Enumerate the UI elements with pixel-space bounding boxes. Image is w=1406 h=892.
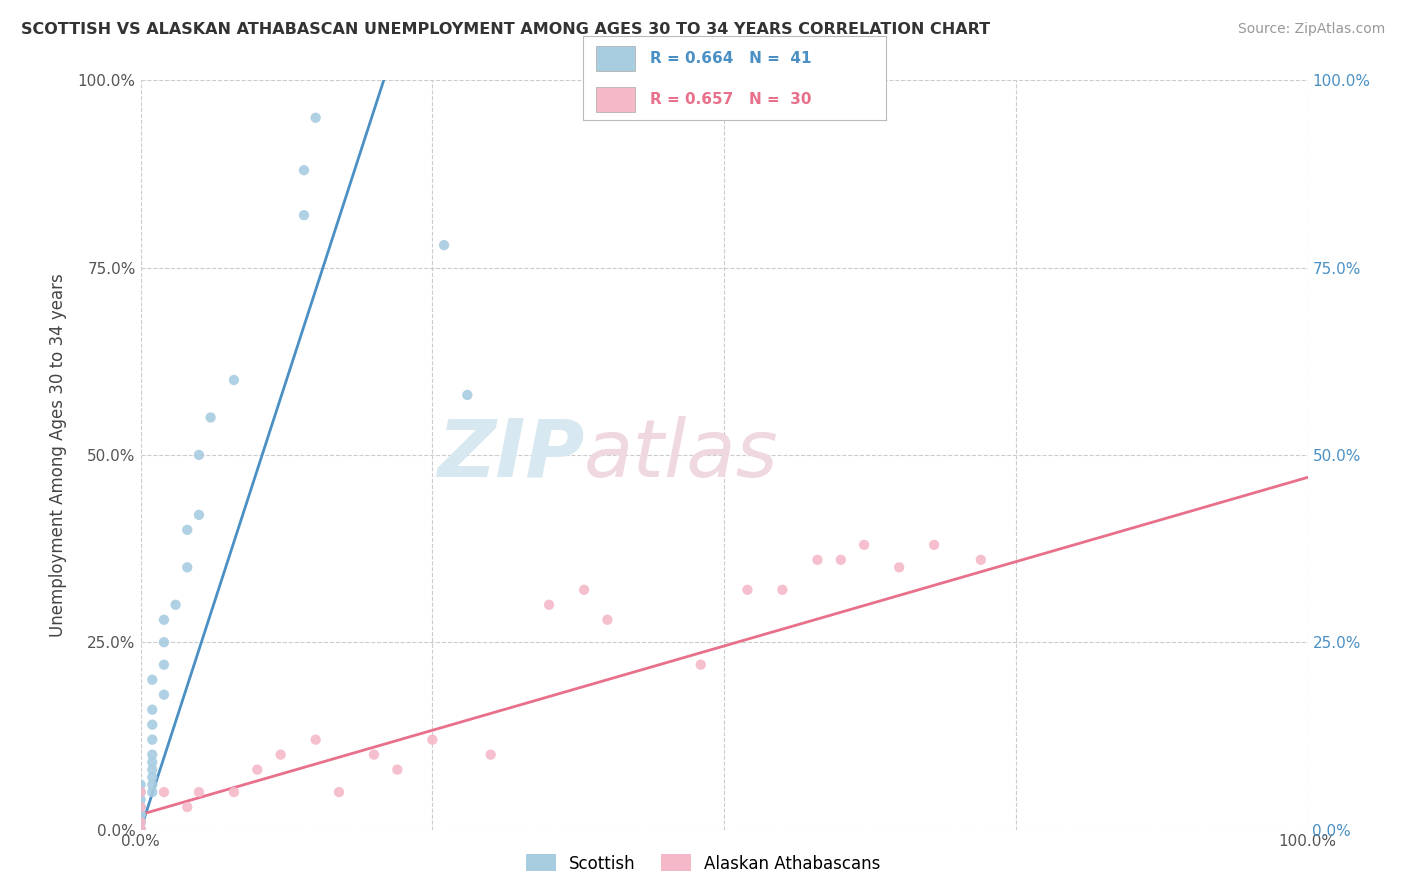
Text: atlas: atlas bbox=[583, 416, 779, 494]
Point bbox=[222, 785, 245, 799]
Point bbox=[689, 657, 711, 672]
Point bbox=[200, 410, 222, 425]
Point bbox=[129, 800, 152, 814]
Point bbox=[129, 815, 152, 830]
Legend: Scottish, Alaskan Athabascans: Scottish, Alaskan Athabascans bbox=[519, 847, 887, 880]
Point bbox=[188, 508, 211, 522]
Point bbox=[422, 732, 444, 747]
Point bbox=[129, 815, 152, 830]
Point bbox=[129, 785, 152, 799]
Point bbox=[141, 763, 163, 777]
Point bbox=[141, 785, 163, 799]
Point bbox=[141, 732, 163, 747]
Point bbox=[129, 822, 152, 837]
Point bbox=[292, 208, 315, 222]
Point bbox=[129, 815, 152, 830]
Point bbox=[176, 560, 198, 574]
Point bbox=[456, 388, 478, 402]
Point bbox=[292, 163, 315, 178]
Point bbox=[853, 538, 876, 552]
Point bbox=[433, 238, 456, 252]
Point bbox=[537, 598, 560, 612]
Point bbox=[387, 763, 409, 777]
Point bbox=[737, 582, 759, 597]
Point bbox=[270, 747, 292, 762]
Point bbox=[141, 703, 163, 717]
Text: R = 0.664   N =  41: R = 0.664 N = 41 bbox=[650, 51, 811, 66]
Point bbox=[153, 613, 176, 627]
Point bbox=[165, 598, 187, 612]
Point bbox=[176, 800, 198, 814]
Point bbox=[129, 822, 152, 837]
Point bbox=[129, 822, 152, 837]
Point bbox=[305, 732, 328, 747]
Point bbox=[129, 822, 152, 837]
Text: R = 0.657   N =  30: R = 0.657 N = 30 bbox=[650, 92, 811, 107]
Point bbox=[922, 538, 945, 552]
Point bbox=[129, 822, 152, 837]
Point bbox=[141, 747, 163, 762]
Y-axis label: Unemployment Among Ages 30 to 34 years: Unemployment Among Ages 30 to 34 years bbox=[49, 273, 66, 637]
Point bbox=[141, 770, 163, 784]
Point bbox=[129, 815, 152, 830]
Point bbox=[129, 822, 152, 837]
Point bbox=[129, 778, 152, 792]
Point bbox=[141, 778, 163, 792]
Point bbox=[129, 822, 152, 837]
Text: SCOTTISH VS ALASKAN ATHABASCAN UNEMPLOYMENT AMONG AGES 30 TO 34 YEARS CORRELATIO: SCOTTISH VS ALASKAN ATHABASCAN UNEMPLOYM… bbox=[21, 22, 990, 37]
Point bbox=[129, 807, 152, 822]
Point bbox=[222, 373, 245, 387]
FancyBboxPatch shape bbox=[596, 87, 636, 112]
Point bbox=[188, 448, 211, 462]
Point bbox=[889, 560, 911, 574]
Point bbox=[129, 822, 152, 837]
Text: ZIP: ZIP bbox=[437, 416, 583, 494]
Point bbox=[129, 822, 152, 837]
Point bbox=[141, 755, 163, 769]
Point bbox=[806, 553, 828, 567]
Point bbox=[153, 635, 176, 649]
Point bbox=[970, 553, 993, 567]
Point bbox=[772, 582, 794, 597]
Point bbox=[328, 785, 350, 799]
Point bbox=[129, 792, 152, 806]
Point bbox=[129, 822, 152, 837]
Point bbox=[830, 553, 852, 567]
Point bbox=[141, 717, 163, 731]
Point bbox=[153, 657, 176, 672]
Point bbox=[176, 523, 198, 537]
Point bbox=[188, 785, 211, 799]
Point bbox=[572, 582, 595, 597]
Point bbox=[305, 111, 328, 125]
Point bbox=[129, 807, 152, 822]
Point bbox=[129, 822, 152, 837]
Point bbox=[363, 747, 385, 762]
Point bbox=[129, 815, 152, 830]
Point bbox=[129, 785, 152, 799]
FancyBboxPatch shape bbox=[596, 45, 636, 71]
Point bbox=[141, 673, 163, 687]
Point bbox=[153, 785, 176, 799]
Point bbox=[246, 763, 269, 777]
Point bbox=[129, 822, 152, 837]
Point bbox=[596, 613, 619, 627]
Text: Source: ZipAtlas.com: Source: ZipAtlas.com bbox=[1237, 22, 1385, 37]
Point bbox=[129, 822, 152, 837]
Point bbox=[479, 747, 502, 762]
Point bbox=[153, 688, 176, 702]
Point bbox=[129, 800, 152, 814]
